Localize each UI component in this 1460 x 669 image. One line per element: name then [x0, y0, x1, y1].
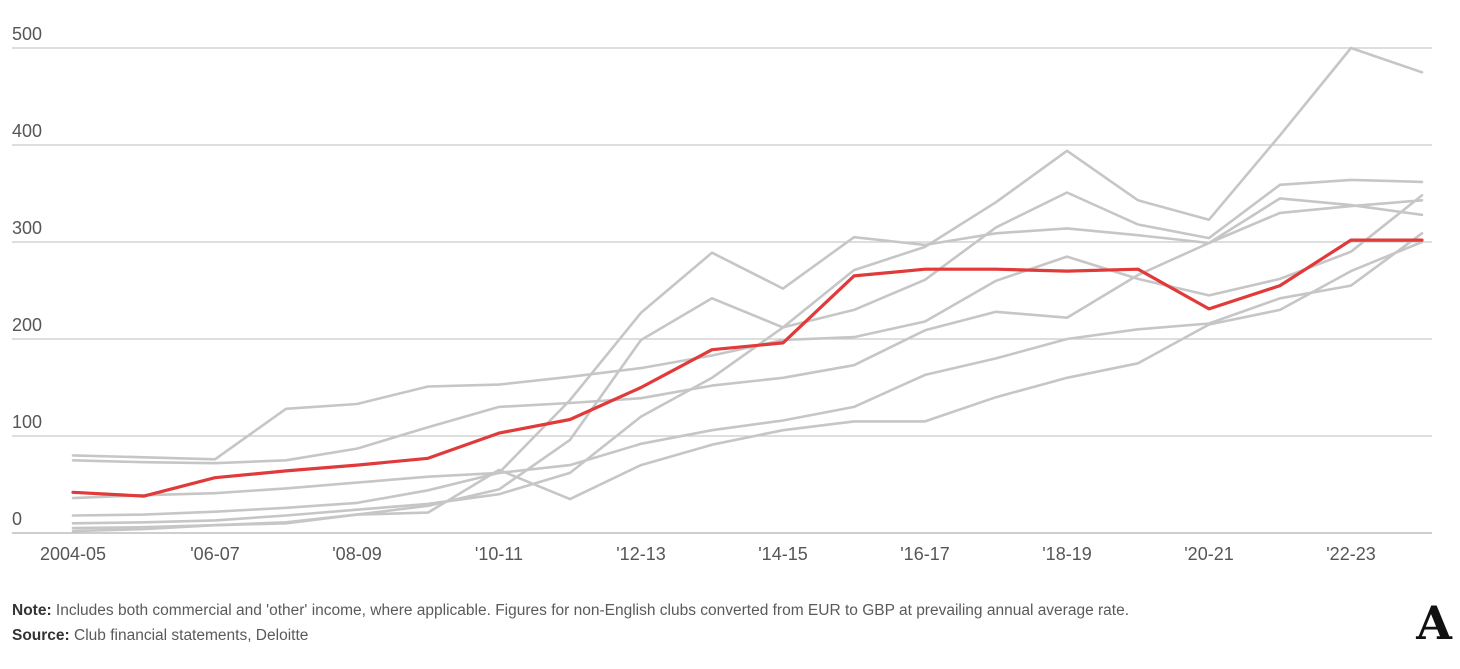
- gray-line-7: [71, 240, 1424, 530]
- highlighted-red-line: [71, 238, 1424, 498]
- chart-canvas: 0 100 200 300 400 500 2004-05 '06-07 '08-09 '10-1…: [12, 24, 1432, 564]
- gray-line-3: [71, 197, 1424, 517]
- y-tick-label-300: 300: [12, 218, 42, 238]
- x-tick-label-0: 2004-05: [40, 544, 106, 564]
- note-line: Note: Includes both commercial and 'othe…: [12, 598, 1412, 623]
- source-label: Source:: [12, 627, 70, 644]
- x-tick-label-10: '14-15: [758, 544, 807, 564]
- x-tick-label-16: '20-21: [1184, 544, 1233, 564]
- line-chart: 0 100 200 300 400 500 2004-05 '06-07 '08-09 '10-1…: [12, 24, 1432, 564]
- x-tick-label-6: '10-11: [475, 544, 523, 564]
- gray-line-5: [71, 232, 1424, 500]
- x-tick-label-18: '22-23: [1326, 544, 1375, 564]
- y-tick-label-200: 200: [12, 315, 42, 335]
- note-label: Note:: [12, 602, 52, 619]
- y-tick-label-100: 100: [12, 412, 42, 432]
- x-tick-label-14: '18-19: [1042, 544, 1091, 564]
- y-tick-label-500: 500: [12, 24, 42, 44]
- gray-line-1: [71, 46, 1424, 525]
- x-tick-label-8: '12-13: [616, 544, 665, 564]
- source-line: Source: Club financial statements, Deloi…: [12, 623, 1412, 648]
- y-tick-label-400: 400: [12, 121, 42, 141]
- note-text: Includes both commercial and 'other' inc…: [51, 602, 1130, 619]
- source-text: Club financial statements, Deloitte: [69, 627, 309, 644]
- gray-line-2: [71, 178, 1424, 533]
- chart-footer: Note: Includes both commercial and 'othe…: [12, 598, 1412, 648]
- x-tick-label-2: '06-07: [190, 544, 239, 564]
- x-tick-label-4: '08-09: [332, 544, 381, 564]
- y-tick-label-0: 0: [12, 509, 22, 529]
- gray-line-6: [71, 199, 1424, 465]
- athletic-logo-icon: A: [1416, 596, 1452, 650]
- x-tick-label-12: '16-17: [900, 544, 949, 564]
